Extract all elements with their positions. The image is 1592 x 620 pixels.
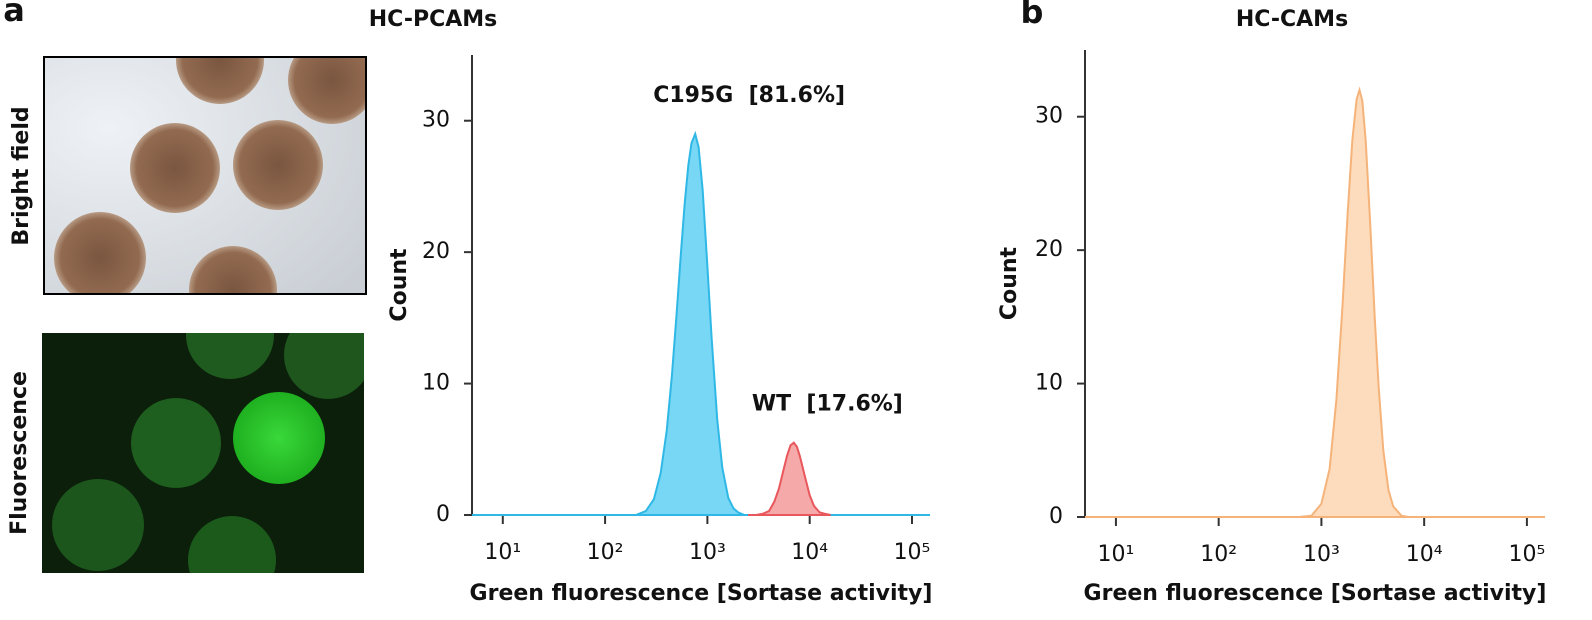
x-tick-label: 10³ <box>1303 542 1340 567</box>
y-tick-label: 20 <box>422 239 450 264</box>
panel-label: b <box>1021 0 1044 31</box>
y-tick-label: 20 <box>1035 237 1063 262</box>
image-label: Bright field <box>9 106 34 245</box>
annotation: C195G [81.6%] <box>653 83 845 108</box>
image-label: Fluorescence <box>7 371 32 535</box>
y-axis-label: Count <box>387 248 412 322</box>
histogram-area <box>472 130 930 516</box>
fluorescence-image <box>42 333 364 573</box>
y-tick-label: 0 <box>436 502 450 527</box>
x-tick-label: 10⁴ <box>1406 542 1443 567</box>
annotation: WT [17.6%] <box>752 392 903 417</box>
x-tick-label: 10⁵ <box>894 540 931 565</box>
x-tick-label: 10² <box>587 540 624 565</box>
x-tick-label: 10³ <box>689 540 726 565</box>
bright-field-image <box>43 56 367 295</box>
x-axis-label: Green fluorescence [Sortase activity] <box>470 581 933 606</box>
histogram-area <box>1085 86 1545 518</box>
y-tick-label: 30 <box>422 108 450 133</box>
x-axis-label: Green fluorescence [Sortase activity] <box>1084 581 1547 606</box>
y-tick-label: 0 <box>1049 504 1063 529</box>
y-tick-label: 10 <box>1035 371 1063 396</box>
x-tick-label: 10¹ <box>1098 542 1135 567</box>
x-tick-label: 10⁵ <box>1508 542 1545 567</box>
x-tick-label: 10⁴ <box>791 540 828 565</box>
y-axis-label: Count <box>997 246 1022 320</box>
y-tick-label: 10 <box>422 371 450 396</box>
histogram-area <box>748 441 831 516</box>
x-tick-label: 10¹ <box>484 540 521 565</box>
chart-title: HC-CAMs <box>1236 7 1348 32</box>
x-tick-label: 10² <box>1200 542 1237 567</box>
y-tick-label: 30 <box>1035 104 1063 129</box>
panel-label: a <box>3 0 25 29</box>
chart-title: HC-PCAMs <box>369 7 497 32</box>
